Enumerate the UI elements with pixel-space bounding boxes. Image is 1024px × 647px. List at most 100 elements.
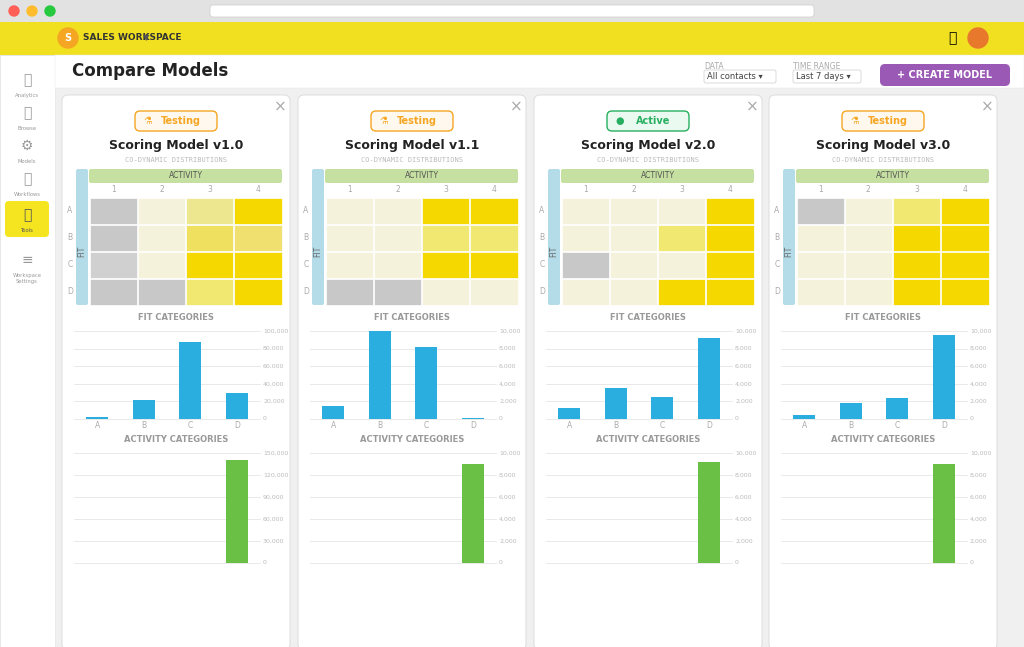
Text: 2: 2 (159, 186, 164, 195)
FancyBboxPatch shape (705, 70, 776, 83)
Text: 3: 3 (914, 186, 920, 195)
Bar (470, 225, 517, 250)
Bar (374, 278, 421, 305)
Circle shape (968, 28, 988, 48)
Bar (138, 197, 185, 223)
Text: C: C (540, 260, 545, 269)
Text: 3: 3 (207, 186, 212, 195)
Text: 6,000: 6,000 (499, 364, 516, 369)
Text: 90,000: 90,000 (263, 494, 285, 499)
Text: ⚗: ⚗ (380, 116, 388, 126)
Bar (794, 415, 815, 419)
Bar (893, 252, 940, 278)
Bar (941, 252, 988, 278)
Bar (179, 342, 202, 419)
Bar (369, 331, 391, 419)
Text: 0: 0 (735, 417, 739, 421)
Text: CO-DYNAMIC DISTRIBUTIONS: CO-DYNAMIC DISTRIBUTIONS (597, 157, 699, 163)
Bar (609, 225, 657, 250)
Text: 4: 4 (963, 186, 968, 195)
Bar (234, 197, 282, 223)
Bar (845, 278, 892, 305)
Bar (886, 398, 908, 419)
Text: A: A (566, 421, 571, 430)
Bar (933, 334, 955, 419)
Text: 2: 2 (866, 186, 870, 195)
Text: 1: 1 (818, 186, 822, 195)
Text: 8,000: 8,000 (735, 346, 753, 351)
Text: 0: 0 (735, 560, 739, 565)
Bar (138, 225, 185, 250)
Text: FIT CATEGORIES: FIT CATEGORIES (138, 313, 214, 322)
Bar (55, 55, 1024, 88)
Bar (697, 338, 720, 419)
Text: 0: 0 (970, 560, 974, 565)
Bar (561, 278, 608, 305)
Text: Testing: Testing (397, 116, 437, 126)
Text: 10,000: 10,000 (499, 450, 520, 455)
Text: 2: 2 (395, 186, 399, 195)
Text: Compare Models: Compare Models (72, 63, 228, 80)
FancyBboxPatch shape (89, 169, 282, 183)
Text: B: B (141, 421, 146, 430)
Text: DATA: DATA (705, 62, 724, 71)
Text: FIT: FIT (313, 245, 323, 257)
Bar (609, 278, 657, 305)
Text: B: B (774, 233, 779, 242)
Bar (326, 252, 373, 278)
Bar (893, 225, 940, 250)
Text: 1: 1 (583, 186, 588, 195)
Text: Workspace
Settings: Workspace Settings (12, 273, 42, 284)
Bar (186, 197, 233, 223)
Text: 0: 0 (499, 560, 503, 565)
Text: A: A (94, 421, 100, 430)
Text: FIT CATEGORIES: FIT CATEGORIES (374, 313, 450, 322)
Text: D: D (539, 287, 545, 296)
Text: 2: 2 (631, 186, 636, 195)
Bar (470, 278, 517, 305)
Bar (225, 393, 248, 419)
FancyBboxPatch shape (325, 169, 518, 183)
Bar (0, 0, 1024, 22)
Bar (326, 278, 373, 305)
Bar (558, 408, 581, 419)
Bar (797, 278, 844, 305)
Text: 10,000: 10,000 (970, 329, 991, 333)
Bar (89, 225, 137, 250)
Text: 🔔: 🔔 (948, 31, 956, 45)
Text: 4: 4 (727, 186, 732, 195)
Text: 20,000: 20,000 (263, 399, 285, 404)
Text: ×: × (273, 100, 287, 115)
Text: B: B (303, 233, 308, 242)
FancyBboxPatch shape (796, 169, 989, 183)
Text: A: A (331, 421, 336, 430)
FancyBboxPatch shape (534, 95, 762, 647)
Text: C: C (424, 421, 429, 430)
FancyBboxPatch shape (62, 95, 290, 647)
Bar (89, 252, 137, 278)
Text: ≡: ≡ (22, 253, 33, 267)
Bar (609, 197, 657, 223)
Text: D: D (941, 421, 946, 430)
Circle shape (27, 6, 37, 16)
Text: 2,000: 2,000 (499, 399, 517, 404)
Text: D: D (706, 421, 712, 430)
Text: 8,000: 8,000 (970, 472, 987, 477)
Text: 6,000: 6,000 (735, 364, 753, 369)
Text: 0: 0 (263, 417, 267, 421)
Bar (797, 225, 844, 250)
Bar (86, 417, 109, 419)
Text: 2,000: 2,000 (970, 399, 987, 404)
Bar (0, 55, 55, 647)
Text: 10,000: 10,000 (735, 329, 757, 333)
Circle shape (9, 6, 19, 16)
Bar (941, 278, 988, 305)
Bar (893, 278, 940, 305)
FancyBboxPatch shape (842, 111, 924, 131)
Bar (138, 252, 185, 278)
Text: FIT: FIT (784, 245, 794, 257)
Text: 6,000: 6,000 (499, 494, 516, 499)
FancyBboxPatch shape (5, 201, 49, 237)
Bar (658, 225, 706, 250)
Text: Tools: Tools (20, 228, 34, 233)
